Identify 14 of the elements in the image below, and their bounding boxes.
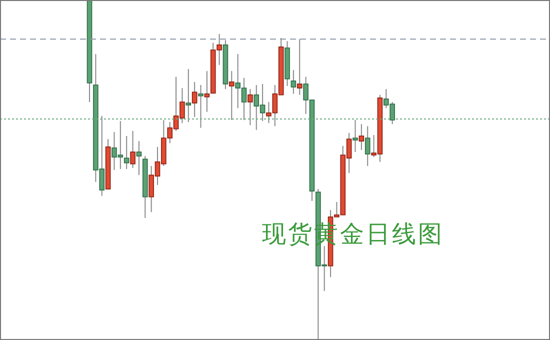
candlestick — [248, 88, 253, 126]
candlestick — [352, 120, 358, 152]
candlestick — [186, 68, 192, 123]
candlestick — [198, 84, 204, 128]
candlestick — [124, 136, 130, 170]
candlestick — [192, 81, 198, 118]
candlestick — [130, 130, 136, 168]
candlestick — [296, 38, 302, 96]
candlestick — [364, 126, 370, 166]
candlestick — [358, 124, 364, 150]
candlestick — [136, 140, 142, 176]
candlestick — [290, 70, 296, 94]
candlestick — [229, 70, 234, 121]
candlestick — [204, 70, 210, 112]
